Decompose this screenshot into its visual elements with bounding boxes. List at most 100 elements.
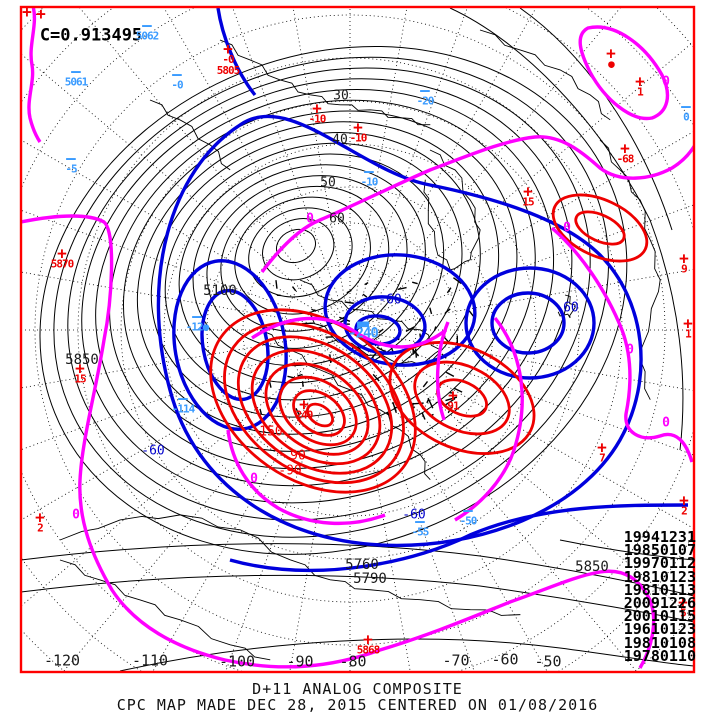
analog-date: 19850107: [623, 541, 696, 560]
latitude-tick-label: 30: [333, 88, 349, 104]
plus-sign-icon: +: [363, 629, 373, 649]
caption-line-2: CPC MAP MADE DEC 28, 2015 CENTERED ON 01…: [116, 696, 599, 714]
latitude-tick-label: 60: [329, 211, 345, 227]
longitude-tick-label: -60: [491, 650, 519, 669]
plus-sign-icon: +: [22, 2, 32, 21]
longitude-tick-label: -90: [286, 652, 314, 671]
analog-date: 19810113: [623, 580, 696, 599]
analog-date: 19941231: [623, 528, 696, 546]
plus-sign-icon: +: [299, 394, 309, 414]
latitude-tick-label: 40: [332, 132, 348, 148]
longitude-tick-label: -120: [43, 651, 81, 670]
plus-sign-icon: +: [620, 138, 630, 158]
plus-sign-icon: +: [57, 243, 67, 263]
anomaly-marker-value: 15: [74, 372, 86, 386]
height-contour-label: 5760: [345, 557, 379, 573]
plus-sign-icon: +: [683, 313, 693, 333]
anomaly-marker-positive: +5868: [356, 629, 380, 657]
anomaly-marker-positive: +5870: [50, 243, 74, 271]
anomaly-marker-positive: + -68: [616, 138, 635, 166]
anomaly-marker-value: -20: [416, 94, 435, 108]
anomaly-marker-positive: + -10: [309, 98, 327, 125]
analog-date: 20091226: [623, 594, 696, 613]
minus-sign-icon: –: [415, 511, 425, 531]
zero-line-label: 0: [306, 211, 314, 227]
anomaly-marker-value: -10: [349, 131, 368, 145]
minus-sign-icon: –: [420, 80, 430, 100]
anomaly-marker-positive: +1: [635, 73, 645, 99]
plus-sign-icon: +: [523, 181, 533, 201]
anomaly-marker-positive: +7: [597, 439, 607, 465]
plus-sign-icon: +: [679, 490, 689, 510]
zero-line-label: 0: [563, 220, 571, 236]
anomaly-marker-value: 15: [522, 195, 534, 209]
plus-sign-icon: +: [75, 358, 85, 378]
anomaly-marker-value: -0: [222, 53, 234, 66]
anomaly-marker-negative: – -12●: [186, 308, 209, 333]
minus-sign-icon: –: [364, 161, 374, 181]
anomaly-marker-negative: – -114: [171, 390, 195, 416]
anomaly-marker-value: 5805: [216, 64, 240, 77]
anomaly-marker-value: 91: [447, 399, 459, 413]
anomaly-marker-value: 1: [637, 85, 644, 99]
anomaly-marker-negative: –5061: [64, 63, 88, 89]
anomaly-marker-value: 0: [683, 110, 690, 124]
minus-sign-icon: –: [463, 500, 473, 520]
anomaly-marker-value: -50: [459, 514, 478, 528]
negative-anomaly-contour-label: -60: [141, 443, 165, 459]
anomaly-marker-positive: +15: [74, 358, 86, 386]
latitude-tick-label: 50: [320, 175, 336, 191]
plus-sign-icon: +: [35, 507, 45, 527]
longitude-tick-label: -80: [339, 652, 367, 671]
anomaly-marker-positive: +: [22, 2, 32, 21]
anomaly-marker-positive: +2: [35, 507, 45, 534]
plus-sign-icon: +: [353, 117, 363, 137]
analog-date: 19810108: [623, 633, 696, 652]
anomaly-marker-value: -68: [616, 152, 635, 166]
anomaly-marker-value: 5870: [50, 257, 74, 271]
anomaly-marker-positive: +240: [295, 394, 314, 422]
anomaly-marker-value: -0: [171, 78, 183, 92]
anomaly-marker-positive: + ●: [606, 45, 616, 71]
anomaly-marker-value: 5061: [64, 75, 88, 89]
anomaly-marker-positive: +: [36, 6, 46, 22]
plus-sign-icon: +: [312, 98, 322, 118]
negative-anomaly-contour-label: -60: [378, 292, 402, 308]
anomaly-marker-negative: – -0: [171, 64, 183, 92]
anomaly-marker-value: 1: [685, 327, 692, 341]
anomaly-marker-negative: – -10: [360, 161, 379, 189]
anomaly-marker-positive: +9: [679, 250, 689, 275]
longitude-tick-label: -100: [218, 652, 256, 671]
analog-date: 19780110: [623, 646, 696, 665]
anomaly-marker-positive: +2: [679, 490, 689, 517]
positive-anomaly-contour-label: -90: [278, 463, 302, 479]
anomaly-marker-negative: – -5: [65, 148, 77, 175]
analog-date: 20010115: [623, 607, 696, 626]
negative-anomaly-contour-label: -60: [402, 507, 426, 523]
anomaly-marker-value: ●: [608, 57, 615, 71]
minus-sign-icon: –: [66, 148, 76, 168]
anomaly-marker-value: 5868: [356, 643, 380, 657]
anomaly-marker-value: -10: [360, 175, 379, 189]
anomaly-marker-negative: – -50: [459, 500, 478, 528]
analog-dates-list: 19941231 19850107 19970112 19810123 19810113…: [623, 528, 696, 665]
anomaly-marker-value: 5062: [135, 29, 159, 43]
zero-line-label: 0: [626, 342, 634, 358]
longitude-tick-label: -110: [131, 651, 169, 670]
anomaly-marker-positive: +1: [683, 313, 693, 341]
minus-sign-icon: –: [172, 64, 182, 84]
positive-anomaly-contour-label: 150: [259, 424, 283, 440]
analog-date: 19810123: [623, 567, 696, 586]
anomaly-marker-value: -114: [171, 402, 195, 416]
height-contour-label: 5100: [203, 283, 237, 299]
anomaly-marker-value: 7: [599, 451, 606, 465]
anomaly-marker-positive: +91: [447, 387, 459, 413]
minus-sign-icon: ▬: [356, 310, 370, 335]
anomaly-marker-negative: – -55: [411, 511, 430, 539]
anomaly-marker-value: -55: [411, 525, 430, 539]
height-contour-label: 5850: [65, 352, 99, 368]
plus-sign-icon: +: [678, 592, 688, 612]
anomaly-marker-value: 240: [295, 408, 314, 422]
